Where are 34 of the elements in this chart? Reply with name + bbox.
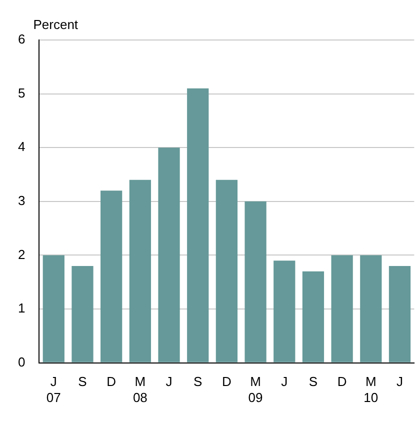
x-tick-label: D <box>337 374 347 390</box>
bar <box>72 266 94 362</box>
bar <box>388 266 411 362</box>
y-tick-label: 5 <box>18 85 26 100</box>
bar <box>331 255 353 362</box>
bar <box>244 201 266 362</box>
bar <box>158 148 180 362</box>
x-tick-label: J <box>166 374 172 390</box>
y-tick-label: 1 <box>18 300 26 316</box>
x-tick-label: M 10 <box>364 374 378 405</box>
bar <box>216 180 238 362</box>
x-tick-label: D <box>106 374 116 390</box>
y-tick-label: 2 <box>18 246 26 262</box>
y-tick-label: 4 <box>18 139 26 154</box>
y-tick-label: 6 <box>18 32 26 47</box>
bar <box>42 255 64 362</box>
x-tick-label: S <box>78 374 88 390</box>
bar <box>187 88 209 362</box>
y-tick-label: 3 <box>18 192 26 208</box>
bar <box>274 260 296 362</box>
x-tick-label: D <box>222 374 232 390</box>
x-tick-label: J 07 <box>46 374 61 405</box>
x-tick-label: M 08 <box>132 374 148 405</box>
x-tick-label: J <box>281 374 288 390</box>
y-tick-label: 0 <box>18 354 26 370</box>
x-tick-label: S <box>308 374 318 390</box>
bar <box>100 190 122 362</box>
x-tick-label: J <box>396 374 403 390</box>
bar <box>129 180 151 362</box>
bar <box>302 271 324 362</box>
y-axis-title: Percent <box>33 17 78 32</box>
x-tick-label: S <box>194 374 203 390</box>
x-tick-label: M 09 <box>248 374 263 405</box>
bar <box>360 255 382 362</box>
